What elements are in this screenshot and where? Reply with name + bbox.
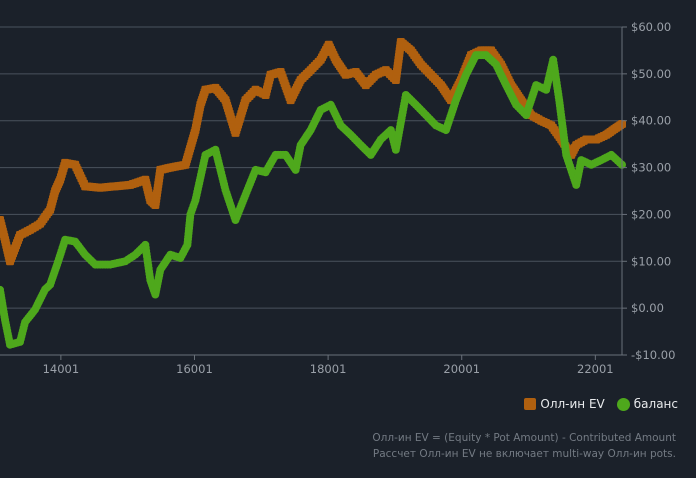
x-tick-label: 18001 [310, 362, 347, 376]
y-tick-label: -$10.00 [631, 348, 675, 362]
y-tick-label: $60.00 [631, 20, 671, 34]
x-tick-label: 22001 [577, 362, 614, 376]
legend-label-ev: Олл-ин EV [540, 397, 605, 411]
legend-label-balance: баланс [633, 397, 678, 411]
y-tick-label: $0.00 [631, 301, 664, 315]
y-tick-label: $40.00 [631, 114, 671, 128]
legend: Олл-ин EV баланс [518, 397, 678, 411]
footnote-formula: Олл-ин EV = (Equity * Pot Amount) - Cont… [372, 432, 676, 444]
circle-marker-icon [616, 397, 630, 411]
y-tick-label: $10.00 [631, 254, 671, 268]
footnote-disclaimer: Рассчет Олл-ин EV не включает multi-way … [372, 448, 676, 460]
y-tick-label: $30.00 [631, 161, 671, 175]
y-tick-label: $20.00 [631, 207, 671, 221]
chart-plot: $60.00 $50.00 $40.00 $30.00 $20.00 $10.00 $0.0… [0, 20, 675, 376]
legend-item-balance[interactable]: баланс [616, 397, 678, 411]
square-marker-icon [524, 398, 537, 410]
x-tick-label: 14001 [43, 362, 80, 376]
y-tick-label: $50.00 [631, 67, 671, 81]
x-tick-label: 20001 [443, 362, 480, 376]
x-tick-label: 16001 [176, 362, 213, 376]
legend-item-ev[interactable]: Олл-ин EV [524, 397, 605, 411]
